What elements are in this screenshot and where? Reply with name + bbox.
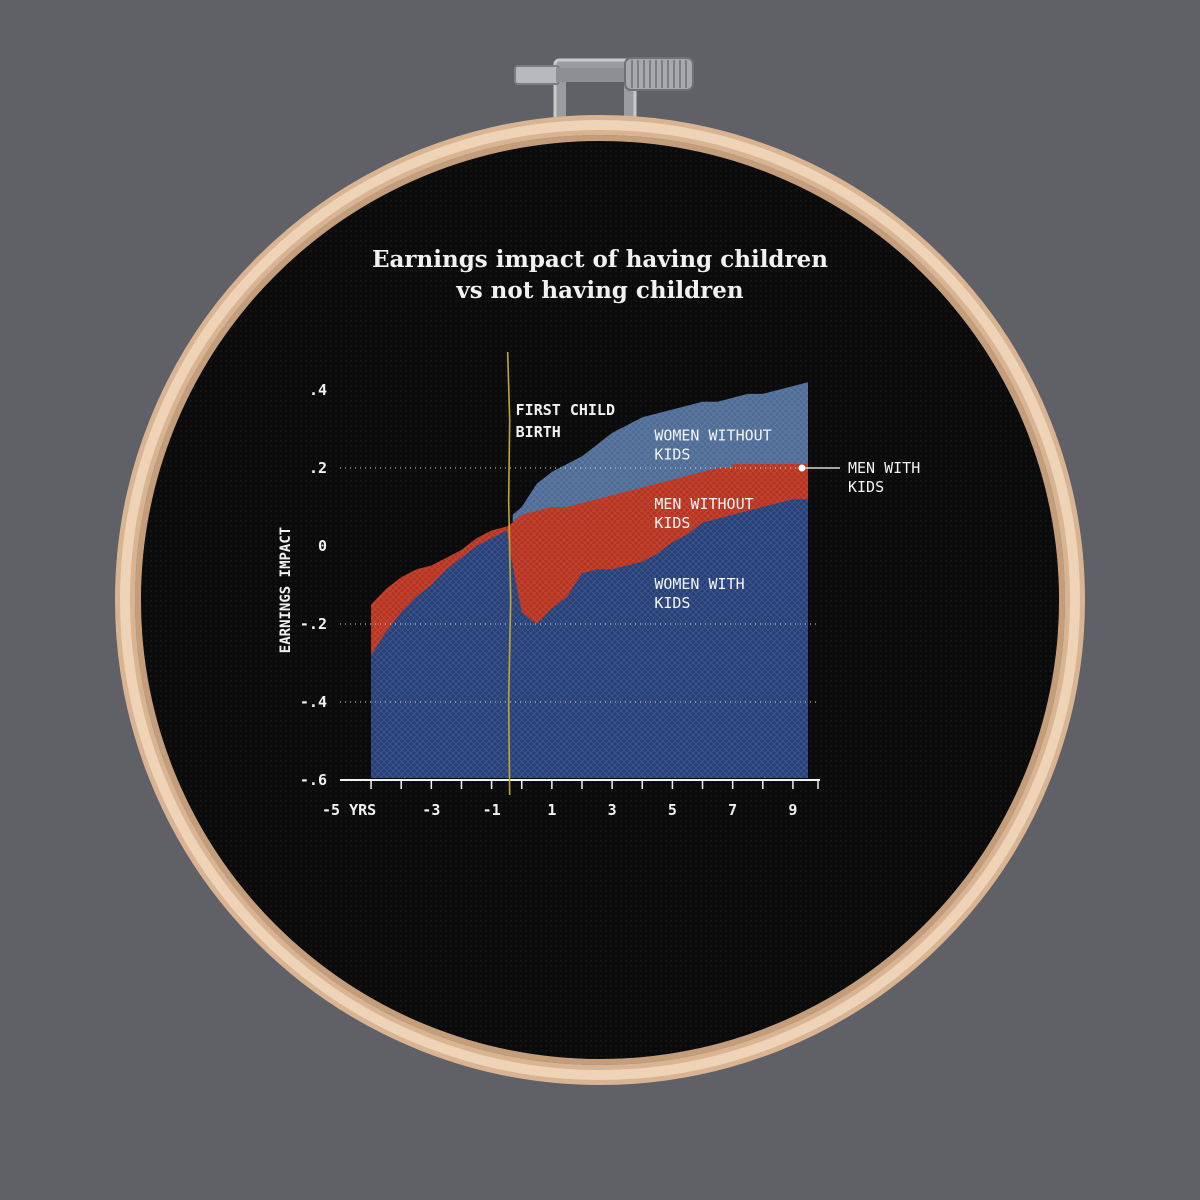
x-tick-label: 7 bbox=[728, 801, 737, 819]
x-tick-label: 1 bbox=[547, 801, 556, 819]
label-women-without-kids: WOMEN WITHOUT KIDS bbox=[654, 427, 771, 464]
y-tick-label: -.2 bbox=[300, 615, 327, 633]
stitch-texture-women-with-kids bbox=[371, 499, 808, 778]
first-child-birth-line bbox=[506, 351, 512, 796]
y-tick-label: .4 bbox=[309, 381, 327, 399]
x-tick-label: 3 bbox=[608, 801, 617, 819]
inner-hoop-ring bbox=[135, 135, 1065, 1065]
x-tick-label: -1 bbox=[483, 801, 501, 819]
y-axis-label: EARNINGS IMPACT bbox=[278, 527, 294, 653]
stitched-areas bbox=[371, 382, 808, 778]
outer-hoop-highlight bbox=[120, 120, 1080, 1080]
x-tick-label: -5 YRS bbox=[322, 801, 376, 819]
chart-title: Earnings impact of having children vs no… bbox=[371, 246, 828, 304]
hoop-clamp bbox=[514, 57, 694, 132]
men-with-kids-marker-dot bbox=[798, 464, 806, 472]
label-men-without-kids: MEN WITHOUT KIDS bbox=[654, 495, 753, 532]
y-tick-label: .2 bbox=[309, 459, 327, 477]
chart-plot: -5 YRS -3 -1 1 3 5 7 9 .4 .2 0 -.2 -.4 -.6 EARNINGS IM… bbox=[278, 351, 920, 819]
x-tick-label: 5 bbox=[668, 801, 677, 819]
x-tick-label: -3 bbox=[422, 801, 440, 819]
y-tick-label: 0 bbox=[318, 537, 327, 555]
y-tick-label: -.6 bbox=[300, 771, 327, 789]
y-tick-label: -.4 bbox=[300, 693, 327, 711]
label-women-with-kids: WOMEN WITH KIDS bbox=[654, 575, 744, 612]
label-men-with-kids: MEN WITH KIDS bbox=[848, 459, 920, 496]
x-tick-label: 9 bbox=[788, 801, 797, 819]
first-child-birth-label: FIRST CHILD BIRTH bbox=[516, 401, 615, 441]
